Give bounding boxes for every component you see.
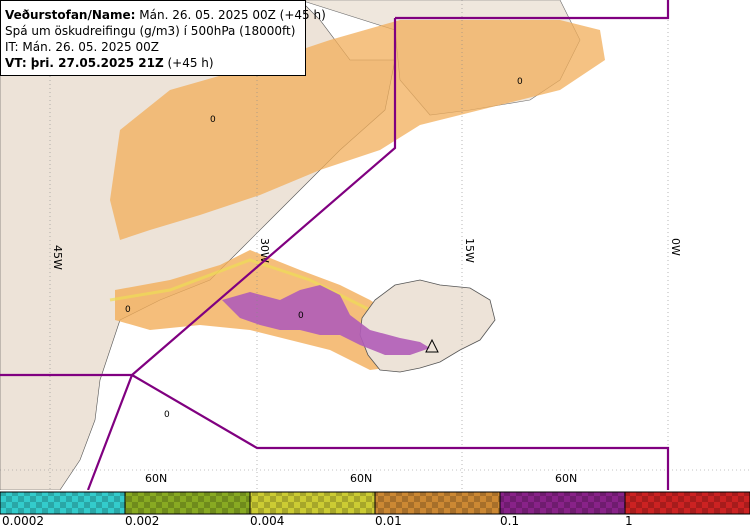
- forecast-info-box: Veðurstofan/Name: Mán. 26. 05. 2025 00Z …: [0, 0, 326, 76]
- ash-high-concentration: [222, 285, 430, 355]
- fir-boundary: [0, 0, 670, 490]
- legend-swatch-pattern: [625, 492, 750, 514]
- lat-label: 60N: [145, 472, 167, 485]
- ash-forecast-map: 45W 30W 15W 0W 60N 60N 60N 0 0 0 0 0: [0, 0, 750, 490]
- lat-label: 60N: [555, 472, 577, 485]
- valid-time: VT: þri. 27.05.2025 21Z: [5, 56, 164, 70]
- legend-swatch-pattern: [0, 492, 125, 514]
- contour-label: 0: [164, 410, 170, 420]
- contour-label: 0: [517, 77, 523, 87]
- lon-label: 0W: [669, 238, 682, 256]
- issuer-label: Veðurstofan/Name:: [5, 8, 136, 22]
- contour-label: 0: [210, 115, 216, 125]
- volcano-marker: [425, 338, 439, 353]
- legend-label: 0.004: [250, 514, 285, 528]
- legend-label: 0.0002: [2, 514, 44, 528]
- forecast-description: Spá um öskudreifingu (g/m3) í 500hPa (18…: [5, 24, 296, 38]
- lon-label: 15W: [463, 238, 476, 263]
- legend-label: 0.002: [125, 514, 160, 528]
- lon-label: 45W: [51, 245, 64, 270]
- legend-swatch-pattern: [125, 492, 250, 514]
- valid-time-offset: (+45 h): [163, 56, 214, 70]
- concentration-legend: [0, 491, 750, 515]
- contour-label: 0: [298, 311, 304, 321]
- legend-label: 0.01: [375, 514, 402, 528]
- legend-swatch-pattern: [250, 492, 375, 514]
- issue-time: IT: Mán. 26. 05. 2025 00Z: [5, 40, 159, 54]
- issuer-time: Mán. 26. 05. 2025 00Z (+45 h): [135, 8, 326, 22]
- legend-label: 0.1: [500, 514, 520, 528]
- legend-label: 1: [625, 514, 633, 528]
- lat-label: 60N: [350, 472, 372, 485]
- legend-swatch-pattern: [500, 492, 625, 514]
- legend-swatch-pattern: [375, 492, 500, 514]
- contour-label: 0: [125, 305, 131, 315]
